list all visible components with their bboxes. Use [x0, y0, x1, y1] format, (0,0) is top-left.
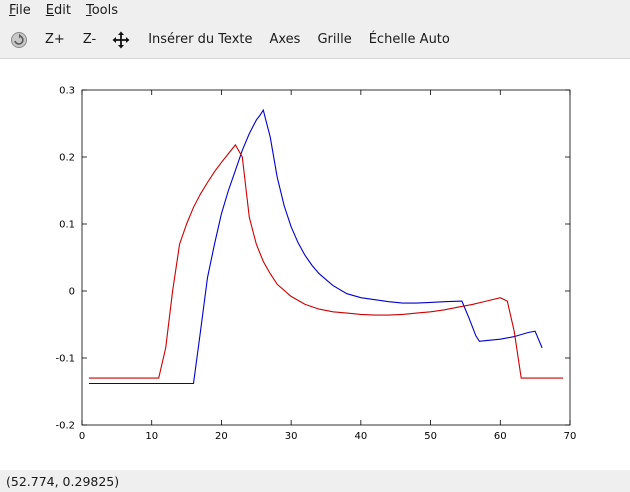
- series-line-2: [89, 143, 563, 379]
- cursor-coordinates: (52.774, 0.29825): [6, 473, 120, 489]
- y-tick-label: 0: [69, 287, 75, 298]
- autoscale-button[interactable]: Échelle Auto: [368, 31, 450, 47]
- x-tick-label: 30: [285, 431, 298, 442]
- pan-button[interactable]: [111, 30, 131, 50]
- axes-frame: [81, 89, 571, 426]
- rotate-button[interactable]: [9, 30, 29, 50]
- y-tick-label: 0.1: [59, 220, 75, 231]
- y-tick-label: 0.2: [59, 153, 75, 164]
- menu-file[interactable]: File: [9, 3, 31, 18]
- x-tick-label: 70: [564, 431, 577, 442]
- x-tick-label: 0: [79, 431, 85, 442]
- pan-arrows-icon: [112, 31, 130, 48]
- x-tick-label: 20: [215, 431, 228, 442]
- grid-button[interactable]: Grille: [317, 31, 352, 47]
- x-tick-label: 10: [145, 431, 158, 442]
- menu-edit[interactable]: Edit: [45, 3, 71, 18]
- y-tick-label: -0.1: [55, 354, 75, 365]
- y-tick-label: -0.2: [55, 421, 75, 432]
- toolbar: Z+ Z- Insérer du Texte Axes Grille Échel…: [0, 21, 630, 59]
- x-tick-label: 40: [354, 431, 367, 442]
- menu-tools[interactable]: Tools: [85, 3, 118, 18]
- zoom-out-button[interactable]: Z-: [82, 31, 97, 47]
- rotate-icon: [11, 31, 27, 48]
- insert-text-button[interactable]: Insérer du Texte: [148, 31, 253, 47]
- x-tick-label: 50: [424, 431, 437, 442]
- zoom-in-button[interactable]: Z+: [45, 31, 65, 47]
- statusbar: (52.774, 0.29825): [0, 470, 630, 492]
- series-line-1: [89, 108, 543, 385]
- x-tick-label: 60: [494, 431, 507, 442]
- axes-button[interactable]: Axes: [269, 31, 301, 47]
- menubar: File Edit Tools: [0, 0, 630, 21]
- y-tick-label: 0.3: [59, 86, 75, 97]
- plot-canvas[interactable]: 0 10 20 30 40 50 60 70 -0.2 -0.1 0 0.1 0.2 0.3: [0, 58, 630, 470]
